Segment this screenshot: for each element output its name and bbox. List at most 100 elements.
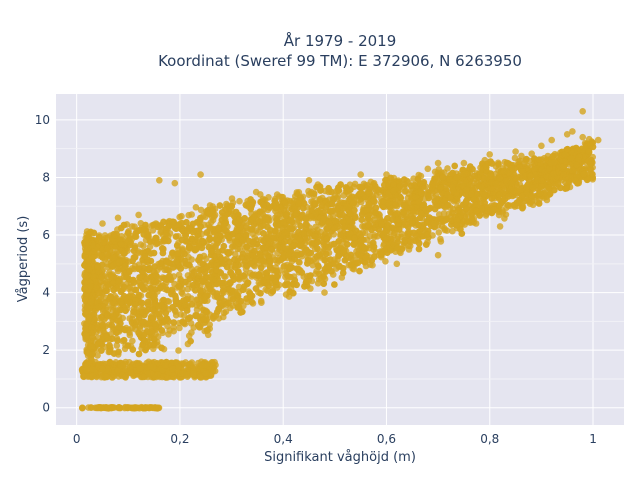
data-point [441,226,449,234]
data-point [79,404,86,412]
data-point [325,219,333,227]
data-point [305,191,313,198]
data-point [169,365,176,373]
data-point [297,241,305,248]
data-point [407,236,415,244]
data-point [437,235,444,243]
data-point [334,195,341,202]
data-point [311,233,319,240]
data-point [362,229,369,237]
data-point [169,249,176,257]
data-point [121,326,129,334]
data-point [392,201,400,209]
data-point [84,373,91,380]
data-point [97,404,105,412]
data-point [197,206,205,214]
data-point [121,373,129,381]
data-point [347,251,355,259]
data-point [233,291,241,299]
data-point [175,271,183,279]
data-point [178,289,185,296]
data-point [121,403,129,411]
data-point [197,223,204,230]
data-point [148,404,156,412]
data-point [209,207,217,214]
data-point [225,299,232,307]
data-point [302,221,310,228]
data-point [528,150,535,157]
data-point [112,359,120,366]
data-point [435,166,443,173]
data-point [178,212,185,220]
data-point [116,404,124,412]
data-point [395,226,403,233]
data-point [228,195,236,202]
data-point [267,227,274,234]
data-point [229,242,237,250]
data-point [312,270,320,278]
data-point [170,327,177,335]
data-point [321,256,328,264]
data-point [126,232,134,239]
data-point [157,229,164,236]
data-point [400,176,408,183]
data-point [198,361,206,369]
data-points [78,108,602,412]
data-point [415,245,423,253]
data-point [188,211,195,218]
data-point [132,404,140,412]
data-point [83,366,90,374]
data-point [89,365,97,373]
data-point [129,337,136,345]
data-point [339,269,347,277]
data-point [376,214,383,222]
data-point [87,404,95,412]
data-point [252,188,260,196]
data-point [243,224,250,231]
data-point [435,229,443,236]
data-point [193,302,200,309]
data-point [382,258,389,265]
data-point [260,230,267,237]
data-point [102,284,110,291]
data-point [99,321,106,329]
data-point [297,222,304,230]
data-point [269,234,277,242]
data-point [139,373,147,381]
data-point [543,196,551,204]
data-point [258,299,265,307]
data-point [248,298,256,306]
data-point [268,246,276,253]
data-point [273,268,280,275]
data-point [286,265,293,273]
data-point [204,208,211,216]
data-point [256,208,264,215]
data-point [160,296,167,304]
data-point [103,404,111,412]
data-point [449,227,456,235]
data-point [296,259,303,266]
data-point [260,201,267,209]
data-point [98,252,105,260]
data-point [186,314,194,321]
data-point [188,359,196,366]
data-point [223,200,230,208]
data-point [339,218,347,226]
data-point [99,365,106,373]
data-point [216,202,224,209]
data-point [197,374,204,381]
data-point [206,321,213,329]
data-point [451,162,459,170]
data-point [516,181,524,188]
data-point [423,241,430,248]
data-point [373,191,380,199]
data-point [444,165,451,172]
data-point [291,234,298,241]
data-point [316,195,323,203]
chart-title-line2: Koordinat (Sweref 99 TM): E 372906, N 62… [158,52,522,70]
data-point [394,216,402,223]
data-point [170,319,178,326]
data-point [192,287,199,294]
data-point [354,259,362,267]
data-point [103,373,111,381]
